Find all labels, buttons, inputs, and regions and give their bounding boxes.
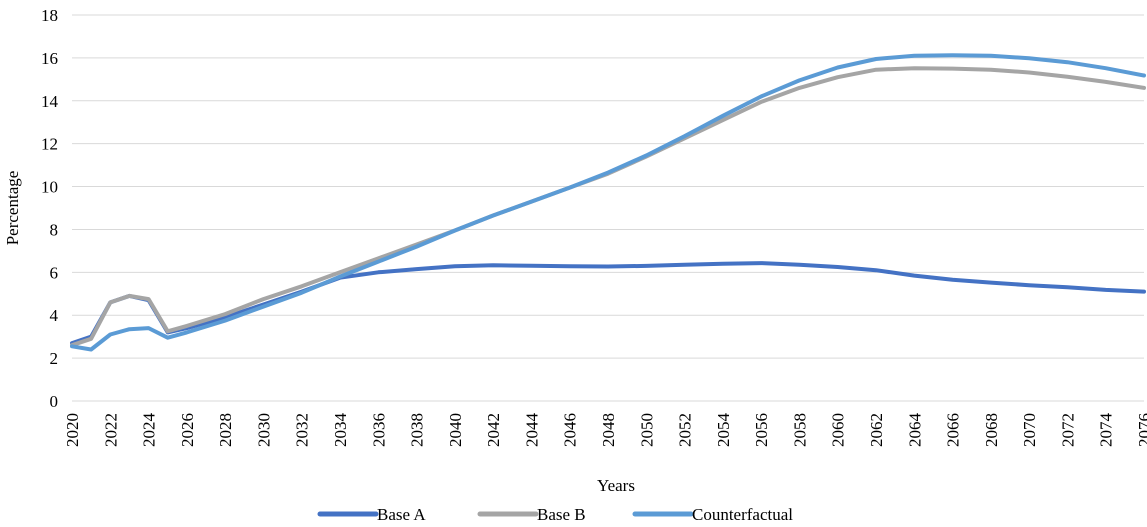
x-tick-label: 2076 bbox=[1135, 413, 1147, 447]
x-tick-label: 2068 bbox=[982, 413, 1001, 447]
x-tick-label: 2020 bbox=[63, 413, 82, 447]
x-tick-label: 2038 bbox=[408, 413, 427, 447]
y-tick-label: 8 bbox=[50, 220, 59, 239]
x-tick-label: 2034 bbox=[331, 413, 350, 448]
x-axis-label: Years bbox=[597, 476, 635, 495]
x-tick-label: 2026 bbox=[178, 413, 197, 447]
x-tick-label: 2070 bbox=[1020, 413, 1039, 447]
x-tick-label: 2046 bbox=[561, 413, 580, 447]
y-tick-label: 10 bbox=[41, 178, 58, 197]
x-tick-label: 2072 bbox=[1058, 413, 1077, 447]
y-tick-label: 4 bbox=[50, 306, 59, 325]
y-tick-label: 18 bbox=[41, 6, 58, 25]
y-axis-tick-labels: 0 2 4 6 8 10 12 14 16 18 bbox=[41, 6, 59, 411]
y-axis-label: Percentage bbox=[3, 171, 22, 246]
gridlines bbox=[72, 15, 1144, 358]
x-tick-label: 2054 bbox=[714, 413, 733, 448]
x-tick-label: 2024 bbox=[140, 413, 159, 448]
y-tick-label: 12 bbox=[41, 135, 58, 154]
series-line bbox=[72, 55, 1144, 349]
x-tick-label: 2040 bbox=[446, 413, 465, 447]
x-tick-label: 2052 bbox=[676, 413, 695, 447]
x-tick-label: 2028 bbox=[216, 413, 235, 447]
legend-label: Base A bbox=[377, 505, 426, 524]
legend-label: Counterfactual bbox=[692, 505, 793, 524]
x-tick-label: 2058 bbox=[790, 413, 809, 447]
y-tick-label: 2 bbox=[50, 349, 59, 368]
y-tick-label: 0 bbox=[50, 392, 59, 411]
y-tick-label: 16 bbox=[41, 49, 58, 68]
series-lines bbox=[72, 55, 1144, 349]
x-tick-label: 2030 bbox=[254, 413, 273, 447]
x-tick-label: 2022 bbox=[101, 413, 120, 447]
x-tick-label: 2062 bbox=[867, 413, 886, 447]
series-line bbox=[72, 68, 1144, 345]
y-tick-label: 6 bbox=[50, 263, 59, 282]
x-axis-tick-labels: 2020 2022 2024 2026 2028 2030 2032 2034 2036 2038… bbox=[63, 413, 1147, 448]
legend-label: Base B bbox=[537, 505, 586, 524]
x-tick-label: 2044 bbox=[522, 413, 541, 448]
x-tick-label: 2048 bbox=[599, 413, 618, 447]
x-tick-label: 2060 bbox=[829, 413, 848, 447]
x-tick-label: 2032 bbox=[293, 413, 312, 447]
x-tick-label: 2074 bbox=[1097, 413, 1116, 448]
x-tick-label: 2050 bbox=[637, 413, 656, 447]
y-tick-label: 14 bbox=[41, 92, 59, 111]
x-tick-label: 2066 bbox=[944, 413, 963, 447]
legend: Base A Base B Counterfactual bbox=[320, 505, 793, 524]
x-tick-label: 2036 bbox=[369, 413, 388, 447]
x-tick-label: 2064 bbox=[905, 413, 924, 448]
x-tick-label: 2056 bbox=[752, 413, 771, 447]
series-line bbox=[72, 263, 1144, 343]
x-tick-label: 2042 bbox=[484, 413, 503, 447]
